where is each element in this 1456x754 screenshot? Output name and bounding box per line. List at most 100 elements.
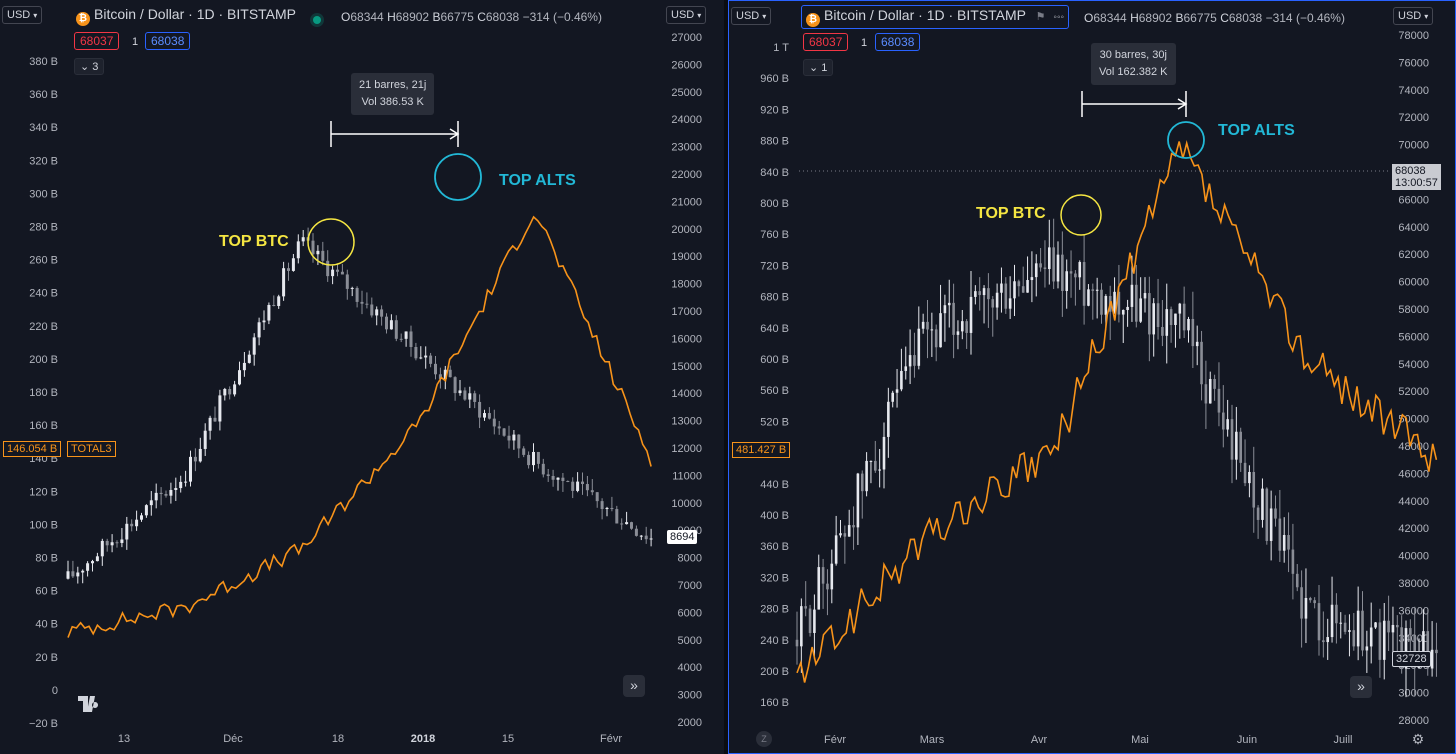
candle-body	[154, 492, 158, 501]
right-axis-label: 19000	[671, 251, 702, 263]
indicators-collapse-button[interactable]: ⌄ 3	[74, 58, 105, 75]
chart-panel-left[interactable]: 380 B 360 B 340 B 320 B 300 B 280 B 260 B 240 B…	[0, 0, 724, 754]
candle-body	[978, 291, 981, 296]
chevron-down-icon: ⌄	[809, 62, 819, 74]
symbol-header[interactable]: ₿ Bitcoin / Dollar · 1D · BITSTAMP	[76, 6, 296, 26]
candle-body	[1017, 281, 1021, 287]
candle-body	[1287, 535, 1290, 550]
total3-line	[796, 140, 1438, 683]
candle-body	[169, 489, 173, 496]
candle-body	[987, 288, 990, 300]
candle-body	[956, 331, 960, 335]
candle-body	[830, 563, 834, 590]
right-axis-label: 48000	[1398, 441, 1429, 453]
chart-plot-right[interactable]: 1 T 960 B 920 B 880 B 840 B 800 B 760 B 720 B 68…	[729, 1, 1456, 754]
candle-body	[1165, 309, 1169, 336]
left-axis-label: −20 B	[29, 718, 58, 730]
axis-currency-label: USD	[1398, 10, 1422, 22]
candle-body	[939, 313, 942, 348]
symbol-header[interactable]: ₿ Bitcoin / Dollar · 1D · BITSTAMP ⚑ ◦◦◦	[801, 5, 1070, 29]
right-axis-label: 60000	[1398, 277, 1429, 289]
sell-button[interactable]: 68037	[74, 32, 120, 50]
candle-body	[541, 463, 545, 475]
candle-body	[1121, 310, 1125, 315]
panel-divider[interactable]	[724, 0, 728, 754]
left-axis-label: 180 B	[29, 387, 58, 399]
annotation-top-alts: TOP ALTS	[499, 172, 576, 189]
scroll-to-realtime-button[interactable]: »	[623, 675, 645, 697]
buy-button[interactable]: 68038	[145, 32, 191, 50]
candle-body	[91, 561, 94, 564]
candle-body	[887, 401, 890, 437]
chart-panel-right[interactable]: 1 T 960 B 920 B 880 B 840 B 800 B 760 B 720 B 68…	[728, 0, 1456, 754]
candle-body	[238, 370, 241, 385]
right-axis-label: 54000	[1398, 359, 1429, 371]
quantity-label[interactable]: 1	[132, 36, 139, 48]
candle-body	[808, 608, 812, 633]
right-axis-label: 6000	[678, 607, 702, 619]
top-alts-circle	[1167, 121, 1205, 159]
candle-body	[1291, 549, 1295, 574]
settings-gear-icon[interactable]: ⚙	[1411, 731, 1425, 747]
candle-body	[218, 395, 222, 422]
time-axis-label: Avr	[1031, 734, 1048, 746]
candle-body	[1082, 262, 1086, 306]
zoom-reset-button[interactable]: Z	[756, 731, 772, 747]
candle-body	[1000, 283, 1003, 293]
left-axis-label: 160 B	[760, 697, 789, 709]
candle-body	[800, 606, 803, 647]
left-axis-label: 1 T	[773, 42, 789, 54]
left-axis-label: 240 B	[29, 288, 58, 300]
candle-body	[1039, 263, 1042, 268]
market-status-dot	[313, 11, 321, 29]
top-btc-circle	[307, 218, 355, 266]
total3-value-tag: 146.054 B	[3, 441, 62, 457]
currency-selector[interactable]: USD ▾	[2, 6, 43, 24]
candle-body	[813, 609, 816, 633]
candle-body	[1409, 628, 1412, 635]
left-axis-label: 260 B	[29, 255, 58, 267]
candle-body	[839, 533, 842, 536]
buy-button[interactable]: 68038	[875, 33, 921, 51]
scroll-to-realtime-button[interactable]: »	[1350, 676, 1372, 698]
candle-body	[847, 525, 851, 537]
candle-body	[856, 473, 860, 528]
candle-body	[1265, 488, 1269, 541]
left-axis-label: 340 B	[29, 122, 58, 134]
candle-body	[429, 355, 433, 364]
candle-body	[438, 374, 442, 379]
total3-symbol-tag[interactable]: TOTAL3	[67, 441, 116, 457]
candle-body	[110, 542, 114, 546]
candle-body	[1330, 604, 1334, 638]
left-axis-label: 720 B	[760, 260, 789, 272]
axis-currency-selector[interactable]: USD ▾	[666, 6, 707, 24]
top-btc-circle	[1060, 194, 1102, 236]
currency-selector[interactable]: USD ▾	[731, 7, 772, 25]
candle-body	[1135, 284, 1138, 322]
candle-body	[1169, 309, 1173, 325]
axis-currency-selector[interactable]: USD ▾	[1393, 7, 1434, 25]
sell-button[interactable]: 68037	[803, 33, 849, 51]
quantity-label[interactable]: 1	[861, 37, 868, 49]
candle-body	[419, 357, 423, 359]
left-axis-label: 280 B	[760, 604, 789, 616]
candle-body	[149, 500, 153, 506]
candle-body	[340, 271, 344, 275]
candle-body	[262, 320, 266, 323]
candle-body	[350, 287, 354, 289]
candle-body	[1208, 378, 1212, 404]
candle-body	[1148, 293, 1151, 335]
candle-body	[468, 393, 472, 400]
candle-body	[321, 250, 325, 261]
left-axis-label: 160 B	[29, 420, 58, 432]
candle-body	[95, 556, 99, 562]
indicators-collapse-button[interactable]: ⌄ 1	[803, 59, 834, 76]
right-axis-label: 8000	[678, 553, 702, 565]
candle-body	[203, 430, 207, 449]
left-axis-label: 240 B	[760, 635, 789, 647]
more-options-icon[interactable]: ◦◦◦	[1053, 12, 1065, 23]
right-axis-label: 18000	[671, 279, 702, 291]
flag-icon[interactable]: ⚑	[1035, 11, 1046, 23]
candle-body	[492, 418, 496, 427]
